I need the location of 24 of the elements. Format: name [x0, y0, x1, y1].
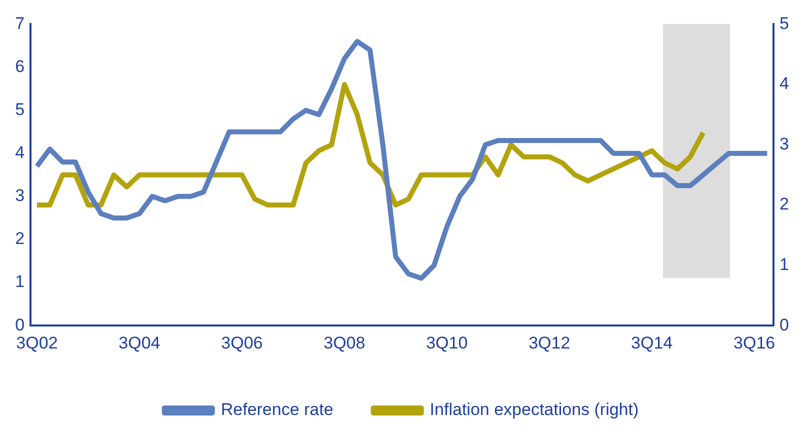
x-tick-label: 3Q06 [221, 333, 263, 352]
y2-tick-label: 3 [780, 134, 790, 154]
x-tick-label: 3Q12 [528, 333, 570, 352]
y-tick-label: 0 [15, 315, 25, 334]
x-tick-label: 3Q16 [734, 333, 776, 352]
y-tick-label: 7 [15, 14, 25, 33]
y2-tick-label: 5 [780, 14, 790, 33]
y-tick-label: 6 [15, 56, 25, 76]
x-tick-label: 3Q02 [16, 333, 58, 352]
y2-tick-label: 2 [780, 194, 790, 214]
y-tick-label: 1 [15, 272, 25, 292]
x-tick-label: 3Q04 [118, 333, 160, 352]
legend-label: Reference rate [220, 400, 334, 420]
y2-tick-label: 1 [780, 255, 790, 274]
y-tick-label: 4 [15, 143, 25, 162]
legend-label: Inflation expectations (right) [430, 400, 639, 420]
x-tick-label: 3Q14 [631, 333, 673, 352]
y-tick-label: 5 [15, 100, 25, 119]
x-tick-label: 3Q08 [324, 333, 366, 352]
x-tick-label: 3Q10 [426, 333, 468, 352]
y-tick-label: 3 [15, 186, 25, 206]
y2-tick-label: 4 [780, 74, 790, 94]
y2-tick-label: 0 [780, 315, 790, 334]
y-tick-label: 2 [15, 229, 25, 248]
